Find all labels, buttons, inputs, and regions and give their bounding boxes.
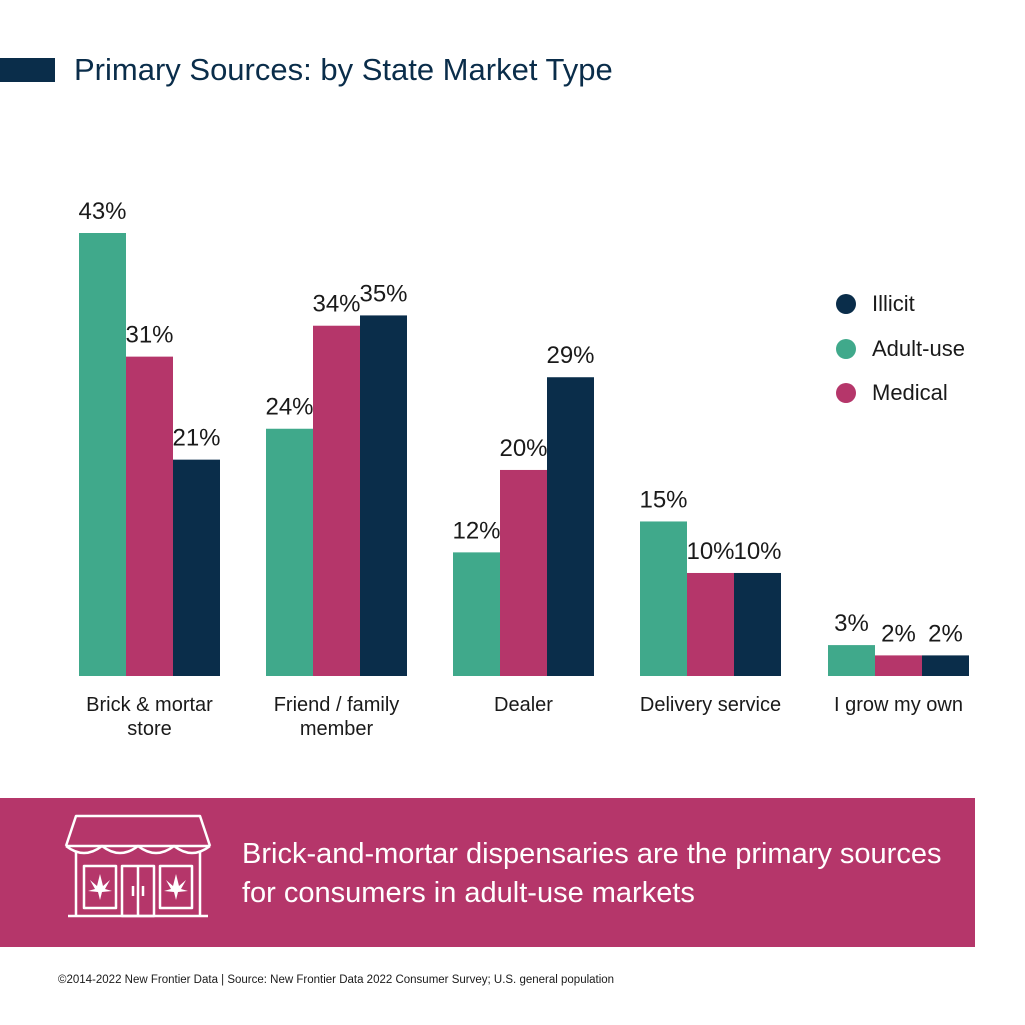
bar-illicit-2 bbox=[547, 377, 594, 676]
data-label: 24% bbox=[265, 394, 313, 421]
legend-label: Illicit bbox=[872, 291, 915, 317]
data-label: 2% bbox=[881, 620, 916, 647]
chart-legend: Illicit Adult-use Medical bbox=[836, 282, 965, 416]
legend-label: Adult-use bbox=[872, 335, 965, 361]
category-label: Friend / family bbox=[274, 694, 400, 716]
callout-banner: Brick-and-mortar dispensaries are the pr… bbox=[0, 798, 975, 947]
category-label: member bbox=[300, 718, 374, 740]
data-label: 2% bbox=[928, 620, 963, 647]
data-label: 35% bbox=[359, 280, 407, 307]
data-label: 10% bbox=[733, 538, 781, 565]
title-accent-bar bbox=[0, 58, 55, 82]
bar-illicit-4 bbox=[922, 655, 969, 676]
legend-item-illicit: Illicit bbox=[836, 282, 965, 327]
data-label: 31% bbox=[125, 322, 173, 349]
category-label: Delivery service bbox=[640, 694, 781, 716]
source-footer: ©2014-2022 New Frontier Data | Source: N… bbox=[58, 974, 615, 986]
bar-medical-3 bbox=[687, 572, 734, 676]
legend-dot bbox=[836, 383, 856, 404]
bar-adult-use-3 bbox=[640, 521, 687, 676]
legend-item-medical: Medical bbox=[836, 371, 965, 416]
bar-adult-use-1 bbox=[266, 428, 313, 676]
data-label: 21% bbox=[172, 425, 220, 452]
bar-adult-use-4 bbox=[828, 645, 875, 676]
legend-item-adult-use: Adult-use bbox=[836, 327, 965, 372]
bar-adult-use-0 bbox=[79, 233, 126, 676]
data-label: 20% bbox=[499, 435, 547, 462]
chart-title: Primary Sources: by State Market Type bbox=[74, 52, 613, 87]
category-label: Brick & mortar bbox=[86, 694, 213, 716]
legend-dot bbox=[836, 294, 856, 315]
category-label: I grow my own bbox=[834, 694, 963, 716]
bar-medical-1 bbox=[313, 325, 360, 676]
legend-label: Medical bbox=[872, 380, 948, 406]
data-label: 34% bbox=[312, 291, 360, 318]
bar-illicit-0 bbox=[173, 459, 220, 676]
data-label: 3% bbox=[834, 610, 869, 637]
bar-medical-4 bbox=[875, 655, 922, 676]
bar-adult-use-2 bbox=[453, 552, 500, 676]
bar-medical-0 bbox=[126, 356, 173, 676]
data-label: 15% bbox=[639, 486, 687, 513]
bar-illicit-3 bbox=[734, 572, 781, 676]
bar-illicit-1 bbox=[360, 315, 407, 676]
bar-chart: 43% 24% 12% 15% 3% 31% 34% 20% 10% 2% 21% 35% 29% 10%… bbox=[78, 198, 969, 740]
data-label: 43% bbox=[78, 198, 126, 225]
bar-medical-2 bbox=[500, 469, 547, 676]
banner-text: Brick-and-mortar dispensaries are the pr… bbox=[242, 838, 942, 909]
data-label: 12% bbox=[452, 517, 500, 544]
data-label: 10% bbox=[686, 538, 734, 565]
category-label: store bbox=[127, 718, 171, 740]
data-label: 29% bbox=[546, 342, 594, 369]
category-label: Dealer bbox=[494, 694, 553, 716]
legend-dot bbox=[836, 338, 856, 359]
storefront-icon bbox=[64, 814, 212, 918]
